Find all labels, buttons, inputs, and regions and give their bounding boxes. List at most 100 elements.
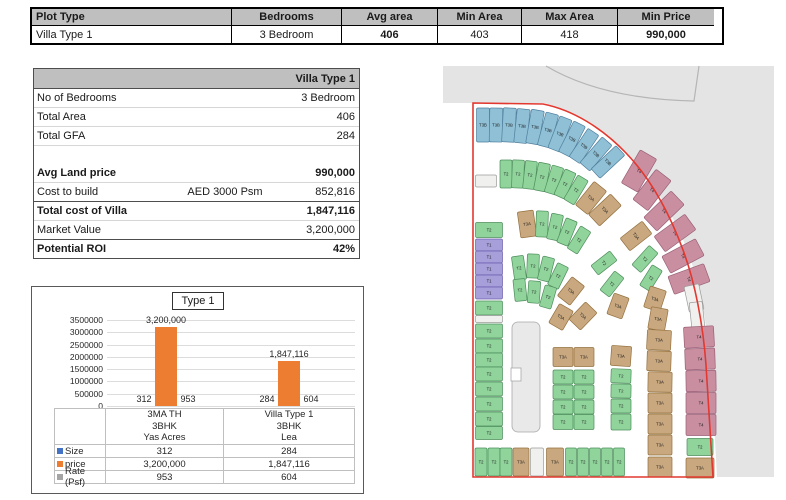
map-plot-T2-49: T2 — [475, 396, 503, 412]
map-plot-T2-99: T2 — [499, 447, 513, 477]
plot-label: T2 — [593, 460, 599, 465]
detail-row-2[interactable]: Total GFA 284 — [34, 127, 359, 146]
detail-row-0[interactable]: No of Bedrooms 3 Bedroom — [34, 89, 359, 108]
map-plot-T3A-69: T3A — [606, 292, 630, 320]
chart-data-table: 3MA TH 3BHK Yas Acres Villa Type 1 3BHK Lea Si… — [54, 408, 355, 488]
top-header-2[interactable]: Avg area — [342, 9, 438, 26]
top-cell-4[interactable]: 418 — [522, 26, 618, 43]
plot-label: T1 — [487, 279, 493, 284]
plot-label: T3B — [492, 122, 500, 127]
map-plot-T4-22: T4 — [644, 191, 684, 231]
plot-label: T3A — [651, 295, 660, 302]
road-edge-line — [545, 65, 700, 102]
villa-cost-table-header[interactable]: Villa Type 1 — [34, 69, 359, 89]
map-plot-T2-68: T2 — [600, 271, 624, 297]
top-cell-0[interactable]: Villa Type 1 — [32, 26, 232, 43]
map-plot-T1-37: T1 — [475, 238, 503, 252]
plot-label: T2 — [582, 375, 588, 380]
plot-label: T1 — [487, 243, 493, 248]
plot-label: T3A — [655, 337, 663, 342]
map-plot-T2-93: T2 — [552, 399, 574, 415]
map-plot-T3A-19: T3A — [588, 194, 622, 226]
plot-label: T2 — [698, 445, 704, 450]
map-plot-T2-61: T2 — [512, 278, 528, 302]
top-header-5[interactable]: Min Price — [618, 9, 714, 26]
plot-label: T2 — [569, 460, 575, 465]
detail-row-4[interactable]: Avg Land price 990,000 — [34, 164, 359, 183]
site-boundary — [472, 102, 714, 478]
detail-row-7[interactable]: Market Value 3,200,000 — [34, 221, 359, 240]
plot-label: T3B — [531, 124, 540, 130]
map-plot-T1-40: T1 — [475, 274, 503, 288]
detail-row-3[interactable] — [34, 146, 359, 164]
villa-cost-table: Villa Type 1 No of Bedrooms 3 Bedroom To… — [33, 68, 360, 259]
map-plot-T3A-52: T3A — [517, 209, 537, 239]
legend-corner — [55, 409, 106, 445]
plot-label: T2 — [487, 306, 493, 311]
plot-label: T2 — [618, 373, 624, 378]
map-plot-T3A-74: T3A — [647, 306, 669, 332]
plot-label: T2 — [487, 417, 493, 422]
plot-label: T3A — [617, 353, 625, 359]
map-plot-T2-77: T2 — [610, 383, 632, 399]
map-plot-T2-48: T2 — [475, 381, 503, 397]
map-plot-T3A-83: T3A — [647, 392, 673, 414]
plot-label: T2 — [543, 266, 550, 272]
map-plot-T2-55: T2 — [556, 217, 578, 247]
map-plot-T2-79: T2 — [610, 413, 632, 431]
top-header-0[interactable]: Plot Type — [32, 9, 232, 26]
plot-label: T2 — [561, 420, 567, 425]
plot-label: T2 — [527, 172, 533, 178]
data-label: 1,847,116 — [269, 348, 309, 359]
plot-label: T2 — [582, 420, 588, 425]
y-tick-label: 0 — [98, 401, 103, 411]
top-cell-2[interactable]: 406 — [342, 26, 438, 43]
plot-label: T3A — [580, 355, 588, 360]
detail-row-5[interactable]: Cost to build AED 3000 Psm 852,816 — [34, 183, 359, 202]
y-tick-label: 1000000 — [69, 376, 103, 387]
map-plot-T3B-9: T3B — [580, 137, 612, 171]
top-cell-5[interactable]: 990,000 — [618, 26, 714, 43]
plot-label: T3A — [656, 465, 664, 470]
map-plot-T2-78: T2 — [610, 398, 632, 414]
plot-label: T3B — [479, 123, 487, 128]
map-plot-T3A-65: T3A — [548, 303, 574, 331]
detail-row-8[interactable]: Potential ROI 42% — [34, 239, 359, 258]
detail-row-1[interactable]: Total Area 406 — [34, 108, 359, 127]
top-header-4[interactable]: Max Area — [522, 9, 618, 26]
map-plot-T3A-34: T3A — [685, 457, 715, 479]
table-value: 953 — [106, 471, 224, 483]
plot-label: T4 — [661, 208, 668, 215]
gridline — [107, 356, 355, 358]
data-label: 284 — [259, 393, 275, 404]
category-label-1: Villa Type 1 3BHK Lea — [224, 409, 354, 445]
map-plot-T2-59: T2 — [537, 255, 555, 283]
chart-title: Type 1 — [172, 292, 224, 310]
map-plot-T3B-0: T3B — [476, 107, 490, 143]
top-header-3[interactable]: Min Area — [438, 9, 522, 26]
plot-label: T3A — [656, 443, 664, 448]
detail-row-6[interactable]: Total cost of Villa 1,847,116 — [34, 201, 359, 221]
villa-type-header-cell: Villa Type 1 — [295, 72, 355, 85]
plot-label: T3A — [566, 287, 575, 296]
top-cell-1[interactable]: 3 Bedroom — [232, 26, 342, 43]
top-header-1[interactable]: Bedrooms — [232, 9, 342, 26]
plot-label: T1 — [487, 291, 493, 296]
plot-label: T2 — [551, 177, 558, 183]
plot-label: T2 — [539, 174, 545, 180]
map-plot-empty-101 — [530, 447, 544, 477]
map-plot-T3A-86: T3A — [647, 456, 673, 478]
plot-label: T3A — [556, 313, 565, 321]
top-cell-3[interactable]: 403 — [438, 26, 522, 43]
map-plot-T4-28: T4 — [683, 325, 715, 349]
data-label: 3,200,000 — [145, 315, 187, 326]
plot-label: T2 — [555, 273, 562, 280]
legend-swatch — [57, 448, 63, 454]
legend-item-price: price — [55, 458, 106, 471]
map-plot-T2-95: T2 — [552, 414, 574, 430]
map-plot-T2-106: T2 — [601, 447, 613, 477]
plot-label: T3A — [632, 231, 641, 240]
map-plot-T3A-82: T3A — [647, 371, 673, 393]
map-plot-T3B-7: T3B — [558, 121, 586, 157]
